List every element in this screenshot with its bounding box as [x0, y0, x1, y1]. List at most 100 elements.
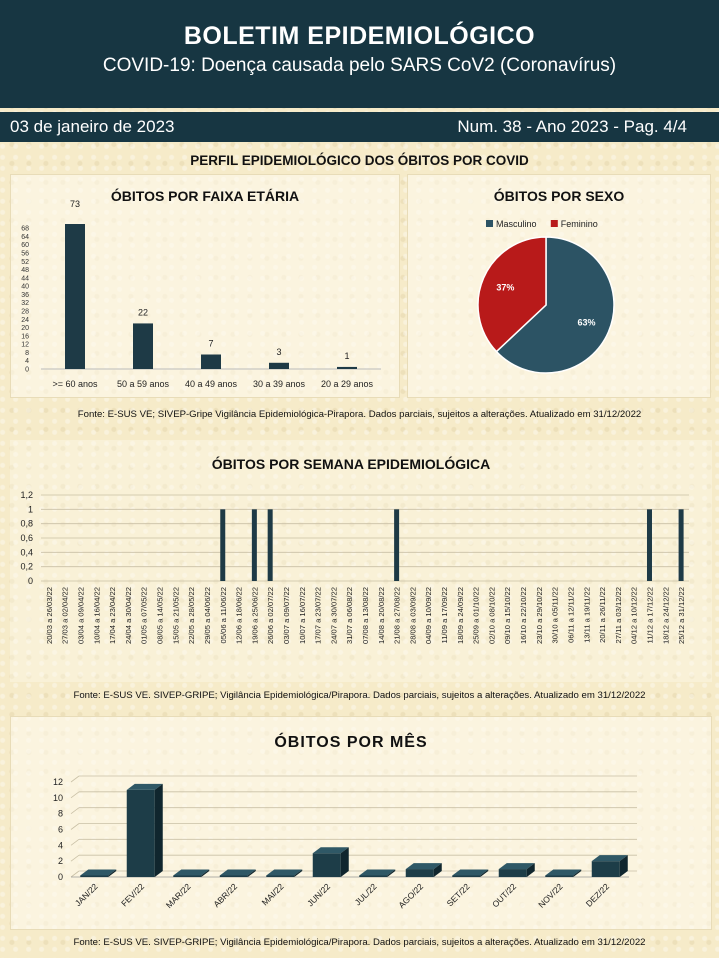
- y-tick-label: 4: [58, 840, 63, 850]
- report-header: BOLETIM EPIDEMIOLÓGICO COVID-19: Doença …: [0, 0, 719, 108]
- y-tick-label: 0: [25, 367, 29, 374]
- section-title: PERFIL EPIDEMIOLÓGICO DOS ÓBITOS POR COV…: [190, 153, 529, 168]
- age-bar: [201, 354, 221, 369]
- month-bar-side: [526, 863, 535, 877]
- legend-label: Feminino: [561, 219, 598, 229]
- x-tick-label: 24/04 a 30/04/22: [124, 587, 133, 644]
- month-bar: [359, 875, 388, 877]
- month-bar-side: [573, 869, 582, 877]
- month-bar-side: [619, 855, 628, 877]
- age-bar: [133, 323, 153, 369]
- x-tick-label: 11/09 a 17/09/22: [440, 587, 449, 643]
- legend-swatch: [550, 220, 558, 227]
- grid-line: [70, 791, 80, 799]
- y-tick-label: 8: [58, 809, 63, 819]
- x-tick-label: NOV/22: [536, 881, 565, 910]
- y-tick-label: 36: [21, 292, 29, 299]
- y-tick-label: 0: [58, 872, 63, 882]
- slice-label: 63%: [578, 318, 596, 328]
- y-tick-label: 48: [21, 267, 29, 274]
- y-tick-label: 0,2: [20, 562, 33, 572]
- report-issue: Num. 38 - Ano 2023 - Pag. 4/4: [457, 117, 687, 136]
- x-tick-label: 24/07 a 30/07/22: [329, 587, 338, 644]
- month-bar-side: [294, 869, 303, 877]
- x-tick-label: 14/08 a 20/08/22: [377, 587, 386, 644]
- x-tick-label: 25/09 a 01/10/22: [472, 587, 481, 644]
- month-bar: [219, 875, 248, 877]
- x-tick-label: 50 a 59 anos: [117, 379, 170, 389]
- month-bar: [126, 789, 155, 877]
- month-bar: [80, 875, 109, 877]
- x-tick-label: 12/06 a 18/06/22: [235, 587, 244, 644]
- pie-slice: [495, 236, 615, 374]
- x-tick-label: 18/12 a 24/12/22: [661, 587, 670, 644]
- x-tick-label: 28/08 a 03/09/22: [408, 587, 417, 644]
- week-bar: [394, 509, 400, 581]
- grid-line: [70, 839, 80, 846]
- month-bar-side: [247, 869, 256, 877]
- data-label: 7: [208, 339, 213, 349]
- week-bar: [267, 509, 273, 581]
- x-tick-label: 06/11 a 12/11/22: [566, 587, 575, 643]
- chart-title: ÓBITOS POR SEXO: [494, 187, 625, 204]
- x-tick-label: SET/22: [445, 881, 472, 908]
- y-tick-label: 2: [58, 856, 63, 866]
- y-tick-label: 24: [21, 317, 29, 324]
- age-bar: [269, 362, 289, 369]
- grid-line: [70, 775, 80, 783]
- grid-line: [70, 854, 80, 862]
- grid-line: [70, 807, 80, 814]
- x-tick-label: 19/06 a 25/06/22: [250, 587, 259, 644]
- source-note-top: Fonte: E-SUS VE; SIVEP-Gripe Vigilância …: [77, 409, 642, 420]
- y-tick-label: 4: [25, 358, 29, 365]
- x-tick-label: 15/05 a 21/05/22: [171, 587, 180, 644]
- x-tick-label: 17/07 a 23/07/22: [314, 587, 323, 644]
- x-tick-label: JAN/22: [73, 881, 100, 908]
- report-subtitle: COVID-19: Doença causada pelo SARS CoV2 …: [102, 55, 617, 76]
- data-label: 3: [276, 347, 281, 357]
- y-tick-label: 28: [21, 309, 29, 316]
- x-tick-label: 02/10 a 08/10/22: [487, 587, 496, 644]
- x-tick-label: OUT/22: [490, 881, 518, 909]
- x-tick-label: 27/11 a 03/12/22: [614, 587, 623, 643]
- data-label: 73: [70, 199, 80, 209]
- y-tick-label: 32: [21, 300, 29, 307]
- week-chart-panel: ÓBITOS POR SEMANA EPIDEMIOLÓGICA 0 0,2 0,4 0…: [10, 440, 712, 682]
- x-tick-label: 30/10 a 05/11/22: [551, 587, 560, 643]
- month-bar-top: [126, 783, 163, 790]
- y-tick-label: 0,4: [20, 547, 33, 557]
- x-tick-label: 16/10 a 22/10/22: [519, 587, 528, 644]
- y-tick-label: 16: [21, 333, 29, 340]
- report-date: 03 de janeiro de 2023: [10, 117, 175, 136]
- info-bar: 03 de janeiro de 2023 Num. 38 - Ano 2023…: [0, 112, 719, 142]
- y-tick-label: 64: [21, 234, 29, 241]
- week-bar: [251, 509, 257, 581]
- legend-label: Masculino: [496, 219, 537, 229]
- y-tick-label: 1: [28, 504, 33, 514]
- sex-chart-panel: ÓBITOS POR SEXO Masculino Feminino 63% 37%: [407, 174, 711, 398]
- month-bar-top: [545, 869, 582, 876]
- month-bar-side: [108, 869, 117, 877]
- x-tick-label: 07/08 a 13/08/22: [361, 587, 370, 644]
- x-tick-label: JUL/22: [353, 881, 379, 907]
- y-tick-label: 6: [58, 825, 63, 835]
- x-tick-label: 17/04 a 23/04/22: [108, 587, 117, 644]
- month-bar-side: [480, 869, 489, 877]
- month-bar-top: [405, 863, 442, 870]
- x-tick-label: 04/09 a 10/09/22: [424, 587, 433, 644]
- y-tick-label: 12: [21, 342, 29, 349]
- month-bar: [452, 875, 481, 877]
- x-tick-label: AGO/22: [396, 881, 425, 910]
- x-tick-label: MAI/22: [260, 881, 286, 907]
- y-tick-label: 40: [21, 284, 29, 291]
- x-tick-label: DEZ/22: [584, 881, 612, 909]
- x-tick-label: 10/04 a 16/04/22: [92, 587, 101, 644]
- x-tick-label: 21/08 a 27/08/22: [393, 587, 402, 644]
- y-tick-label: 56: [21, 251, 29, 258]
- month-bar-top: [173, 869, 210, 876]
- x-tick-label: FEV/22: [119, 881, 146, 908]
- x-tick-label: 03/07 a 09/07/22: [282, 587, 291, 644]
- x-tick-label: 22/05 a 28/05/22: [187, 587, 196, 644]
- sex-chart: ÓBITOS POR SEXO Masculino Feminino 63% 37%: [477, 187, 625, 374]
- chart-title: ÓBITOS POR FAIXA ETÁRIA: [111, 187, 299, 204]
